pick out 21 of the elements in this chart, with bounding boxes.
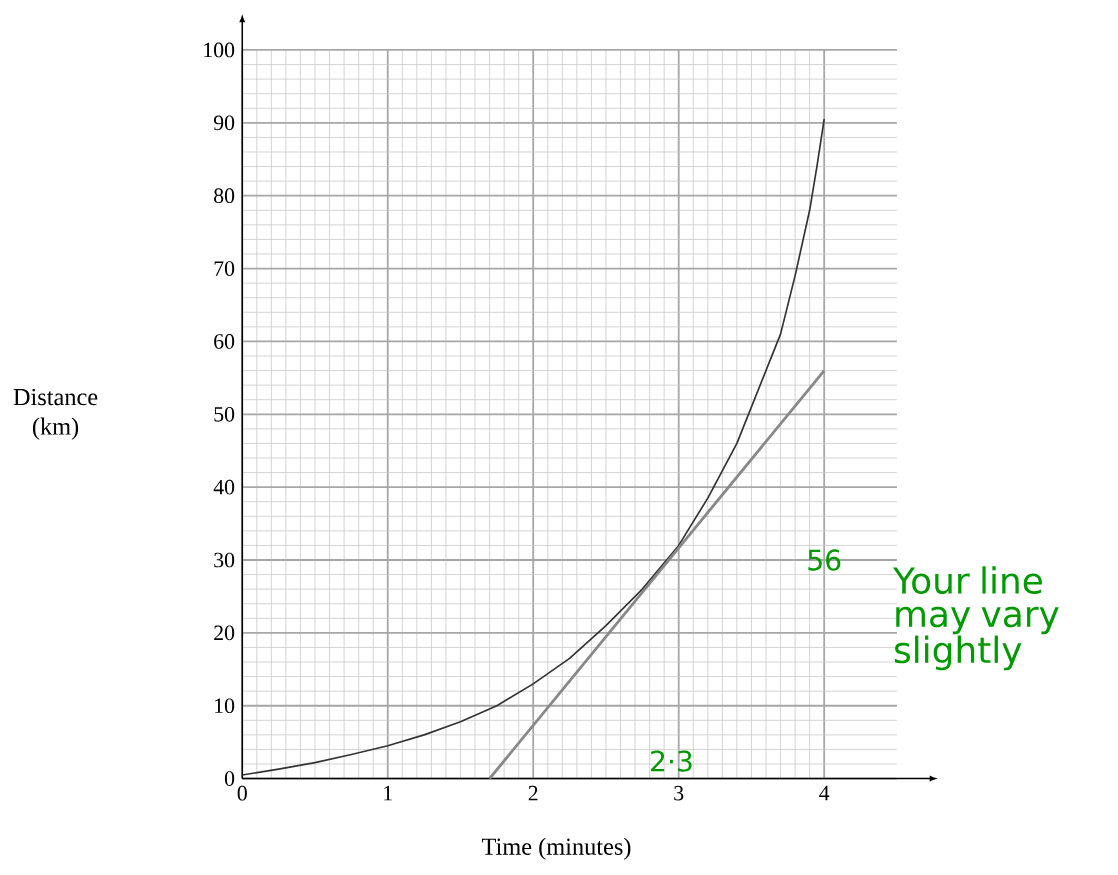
annotation: 56 — [808, 549, 841, 571]
y-tick-label: 40 — [213, 479, 235, 495]
y-tick-label: 60 — [214, 334, 235, 349]
y-tick-label: 90 — [213, 115, 235, 131]
x-axis-title: Time (minutes) — [481, 837, 631, 860]
y-tick-label: 50 — [214, 407, 235, 422]
y-axis-title: Distance (km) — [13, 389, 98, 440]
x-tick-label: 0 — [237, 786, 247, 801]
y-tick-label: 10 — [215, 698, 235, 714]
x-tick-label: 1 — [384, 785, 392, 801]
y-tick-label: 80 — [214, 188, 235, 204]
x-tick-label: 2 — [528, 785, 538, 801]
y-tick-label: 20 — [214, 625, 235, 641]
x-tick-label: 3 — [674, 785, 684, 801]
y-tick-label: 70 — [214, 261, 235, 277]
y-tick-label: 30 — [214, 552, 235, 568]
y-tick-label: 0 — [224, 771, 235, 787]
annotation: Your line may vary slightly — [892, 566, 1059, 671]
annotation: 2·3 — [651, 750, 692, 772]
y-tick-label: 100 — [204, 42, 235, 58]
x-tick-label: 4 — [819, 786, 830, 801]
